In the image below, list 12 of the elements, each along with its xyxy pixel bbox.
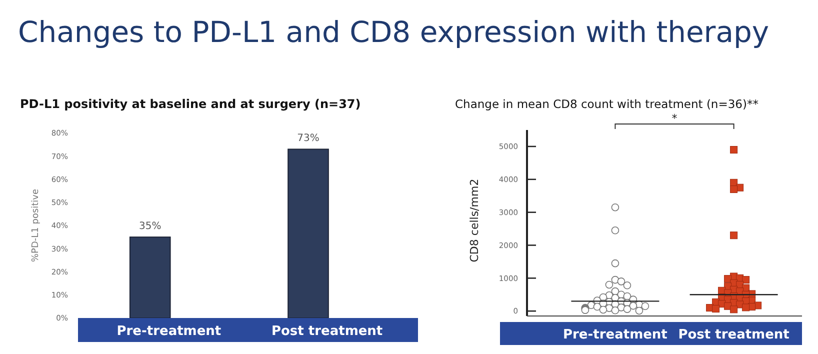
chart-subtitle: PD-L1 positivity at baseline and at surgery (n=37) [20, 97, 361, 111]
x-tick-label: Pre-treatment [562, 327, 668, 342]
data-label: 73% [297, 133, 320, 144]
chart-title: Change in mean CD8 count with treatment (n=36)** [455, 97, 759, 111]
x-tick-label: Post treatment [271, 324, 383, 339]
y-axis-title: CD8 cells/mm2 [468, 178, 481, 262]
x-tick-label: Post treatment [678, 327, 790, 342]
x-tick-label: Pre-treatment [116, 324, 222, 339]
text: * [672, 112, 678, 125]
data-label: 35% [138, 221, 162, 232]
chart-title: Changes to PD-L1 and CD8 expression with therapy [18, 15, 770, 49]
y-axis-title: %PD-L1 positive [31, 188, 41, 262]
